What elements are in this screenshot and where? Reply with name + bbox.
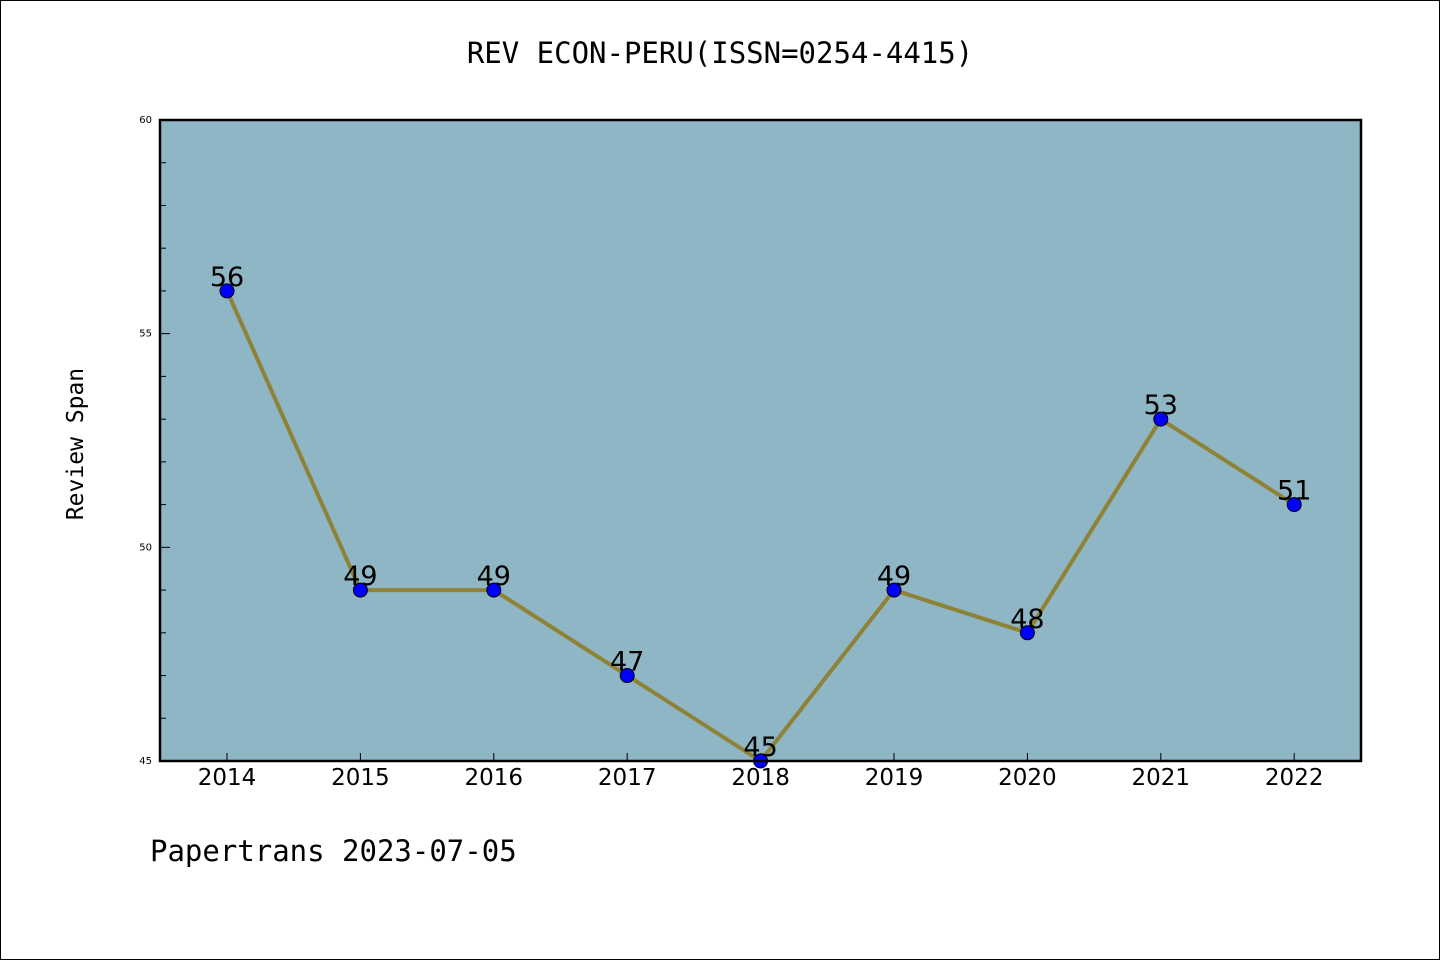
data-label: 51 (1277, 476, 1311, 507)
y-tick-label: 55 (139, 329, 152, 340)
plot-border (158, 118, 1363, 763)
data-point (486, 582, 502, 598)
x-tick-label: 2016 (465, 765, 524, 791)
y-tick-label: 50 (139, 542, 152, 553)
y-tick-label: 60 (139, 115, 152, 126)
data-point (1019, 625, 1035, 641)
chart-title: REV ECON-PERU(ISSN=0254-4415) (466, 36, 974, 70)
data-label: 45 (743, 732, 777, 763)
data-label: 56 (210, 262, 244, 293)
x-tick-label: 2021 (1132, 765, 1191, 791)
data-point (1153, 411, 1169, 427)
data-point (886, 582, 902, 598)
data-point (619, 668, 635, 684)
data-label: 49 (477, 561, 511, 592)
data-label: 53 (1144, 390, 1178, 421)
data-label: 47 (610, 647, 644, 678)
data-point (1286, 497, 1302, 513)
x-tick-label: 2017 (598, 765, 657, 791)
x-tick-label: 2020 (998, 765, 1057, 791)
footer-text: Papertrans 2023-07-05 (150, 834, 517, 868)
x-tick-label: 2022 (1265, 765, 1324, 791)
x-tick-label: 2019 (865, 765, 924, 791)
y-tick-label: 45 (139, 756, 152, 767)
data-label: 48 (1010, 604, 1044, 635)
data-point (219, 283, 235, 299)
data-label: 49 (877, 561, 911, 592)
x-tick-label: 2014 (198, 765, 257, 791)
data-label: 49 (343, 561, 377, 592)
plot-area (160, 120, 1361, 761)
x-tick-label: 2018 (731, 765, 790, 791)
data-point (352, 582, 368, 598)
x-tick-label: 2015 (331, 765, 390, 791)
